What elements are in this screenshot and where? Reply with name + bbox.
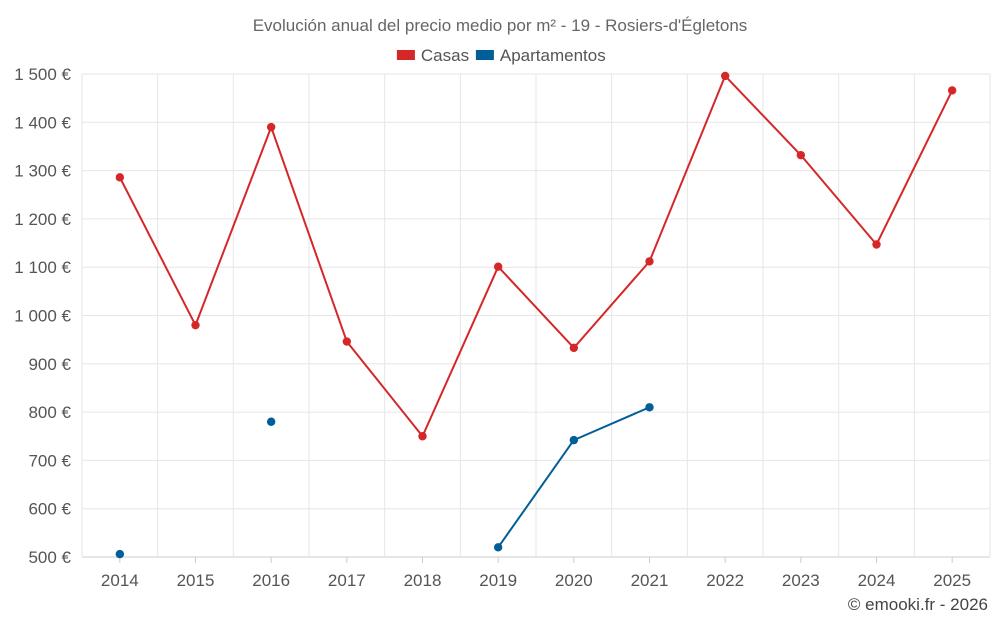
grid — [81, 73, 991, 558]
y-tick-label: 500 € — [28, 548, 71, 567]
y-tick-label: 1 000 € — [14, 307, 71, 326]
legend-label: Casas — [421, 46, 469, 65]
series-apartamentos[interactable] — [115, 403, 654, 559]
x-tick-label: 2018 — [404, 571, 442, 590]
legend[interactable]: Casas Apartamentos — [396, 46, 606, 65]
y-tick-label: 700 € — [28, 451, 71, 470]
series-line — [497, 406, 650, 548]
data-point[interactable] — [720, 71, 730, 81]
data-point[interactable] — [796, 150, 806, 160]
x-tick-label: 2022 — [706, 571, 744, 590]
x-tick-label: 2015 — [177, 571, 215, 590]
data-point[interactable] — [569, 435, 579, 445]
x-tick-label: 2014 — [101, 571, 139, 590]
data-point[interactable] — [266, 417, 276, 426]
x-tick-label: 2017 — [328, 571, 366, 590]
legend-swatch — [396, 50, 415, 60]
data-point[interactable] — [493, 543, 503, 552]
data-point[interactable] — [418, 432, 427, 441]
legend-label: Apartamentos — [500, 46, 606, 65]
y-tick-label: 800 € — [28, 403, 71, 422]
x-tick-label: 2023 — [782, 571, 820, 590]
y-tick-label: 1 200 € — [14, 210, 71, 229]
y-tick-label: 1 400 € — [14, 113, 71, 132]
y-tick-label: 1 300 € — [14, 162, 71, 181]
y-tick-label: 900 € — [28, 355, 71, 374]
data-point[interactable] — [115, 173, 125, 182]
series-line — [118, 74, 954, 438]
data-point[interactable] — [342, 337, 352, 346]
data-point[interactable] — [947, 86, 957, 95]
legend-item-apartamentos[interactable]: Apartamentos — [475, 46, 606, 65]
x-axis: 2014 2015 2016 2017 2018 2019 2020 2021 2022 2023… — [101, 557, 971, 590]
x-tick-label: 2019 — [479, 571, 517, 590]
x-tick-label: 2024 — [858, 571, 896, 590]
legend-item-casas[interactable]: Casas — [396, 46, 469, 65]
data-point[interactable] — [645, 257, 654, 266]
data-point[interactable] — [569, 343, 579, 353]
y-tick-label: 600 € — [28, 500, 71, 519]
data-point[interactable] — [115, 549, 125, 559]
series-casas[interactable] — [115, 71, 957, 441]
x-tick-label: 2021 — [631, 571, 669, 590]
credit-text: © emooki.fr - 2026 — [848, 595, 988, 614]
data-point[interactable] — [493, 262, 503, 271]
y-axis: 500 € 600 € 700 € 800 € 900 € 1 000 € 1 100 € 1… — [14, 65, 71, 567]
chart-title: Evolución anual del precio medio por m² … — [253, 16, 748, 35]
x-tick-label: 2020 — [555, 571, 593, 590]
data-point[interactable] — [872, 240, 881, 249]
data-point[interactable] — [266, 122, 276, 132]
y-tick-label: 1 500 € — [14, 65, 71, 84]
x-tick-label: 2016 — [252, 571, 290, 590]
legend-swatch — [475, 50, 494, 60]
plot-area — [115, 71, 957, 559]
data-point[interactable] — [645, 403, 654, 412]
x-tick-label: 2025 — [933, 571, 971, 590]
y-tick-label: 1 100 € — [14, 258, 71, 277]
data-point[interactable] — [191, 320, 200, 330]
